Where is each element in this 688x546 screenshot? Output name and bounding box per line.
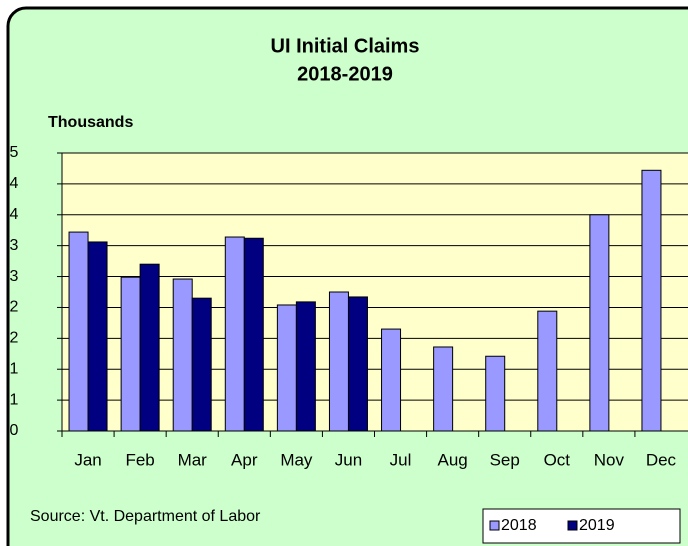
y-tick-label: 1: [10, 360, 19, 377]
bar: [381, 328, 402, 432]
x-tick-label: Jul: [390, 450, 412, 469]
x-tick-label: Aug: [438, 450, 468, 469]
y-tick-label: 3: [10, 268, 19, 285]
y-tick-label: 1: [10, 391, 19, 408]
bar: [589, 214, 610, 432]
x-tick-label: Apr: [231, 450, 258, 469]
y-tick-label: 4: [10, 175, 19, 192]
bar: [243, 237, 264, 432]
bar: [485, 355, 506, 432]
y-tick-label: 2: [10, 299, 19, 316]
y-tick-label: 0: [10, 422, 19, 439]
chart-title: UI Initial Claims: [271, 35, 420, 57]
x-tick-label: Mar: [178, 450, 208, 469]
bar: [139, 263, 160, 432]
x-tick-label: Dec: [646, 450, 677, 469]
y-tick-label: 4: [10, 206, 19, 223]
bar: [120, 276, 141, 432]
x-tick-label: Oct: [544, 450, 571, 469]
bar: [87, 241, 108, 432]
x-tick-label: Feb: [125, 450, 154, 469]
legend-swatch: [489, 520, 500, 531]
legend-swatch: [567, 520, 578, 531]
legend-label: 2018: [501, 517, 537, 534]
y-axis-label: Thousands: [48, 114, 133, 131]
bar: [276, 304, 297, 432]
x-tick-label: May: [280, 450, 313, 469]
bar: [172, 278, 193, 432]
bar: [641, 169, 662, 432]
source-note: Source: Vt. Department of Labor: [30, 508, 261, 525]
legend-label: 2019: [579, 517, 615, 534]
bar: [347, 296, 368, 432]
y-tick-label: 5: [10, 144, 19, 161]
bar: [295, 301, 316, 432]
x-tick-label: Sep: [490, 450, 520, 469]
x-tick-label: Jun: [335, 450, 362, 469]
x-tick-label: Nov: [594, 450, 625, 469]
legend-box: [482, 508, 681, 544]
chart-subtitle: 2018-2019: [297, 63, 393, 85]
bar: [328, 291, 349, 432]
bar: [191, 297, 212, 432]
x-tick-label: Jan: [74, 450, 101, 469]
y-tick-label: 2: [10, 330, 19, 347]
bar: [537, 310, 558, 432]
bar: [224, 236, 245, 432]
bar: [68, 231, 89, 432]
y-tick-label: 3: [10, 237, 19, 254]
plot-area: [61, 152, 688, 432]
bar: [433, 346, 454, 432]
